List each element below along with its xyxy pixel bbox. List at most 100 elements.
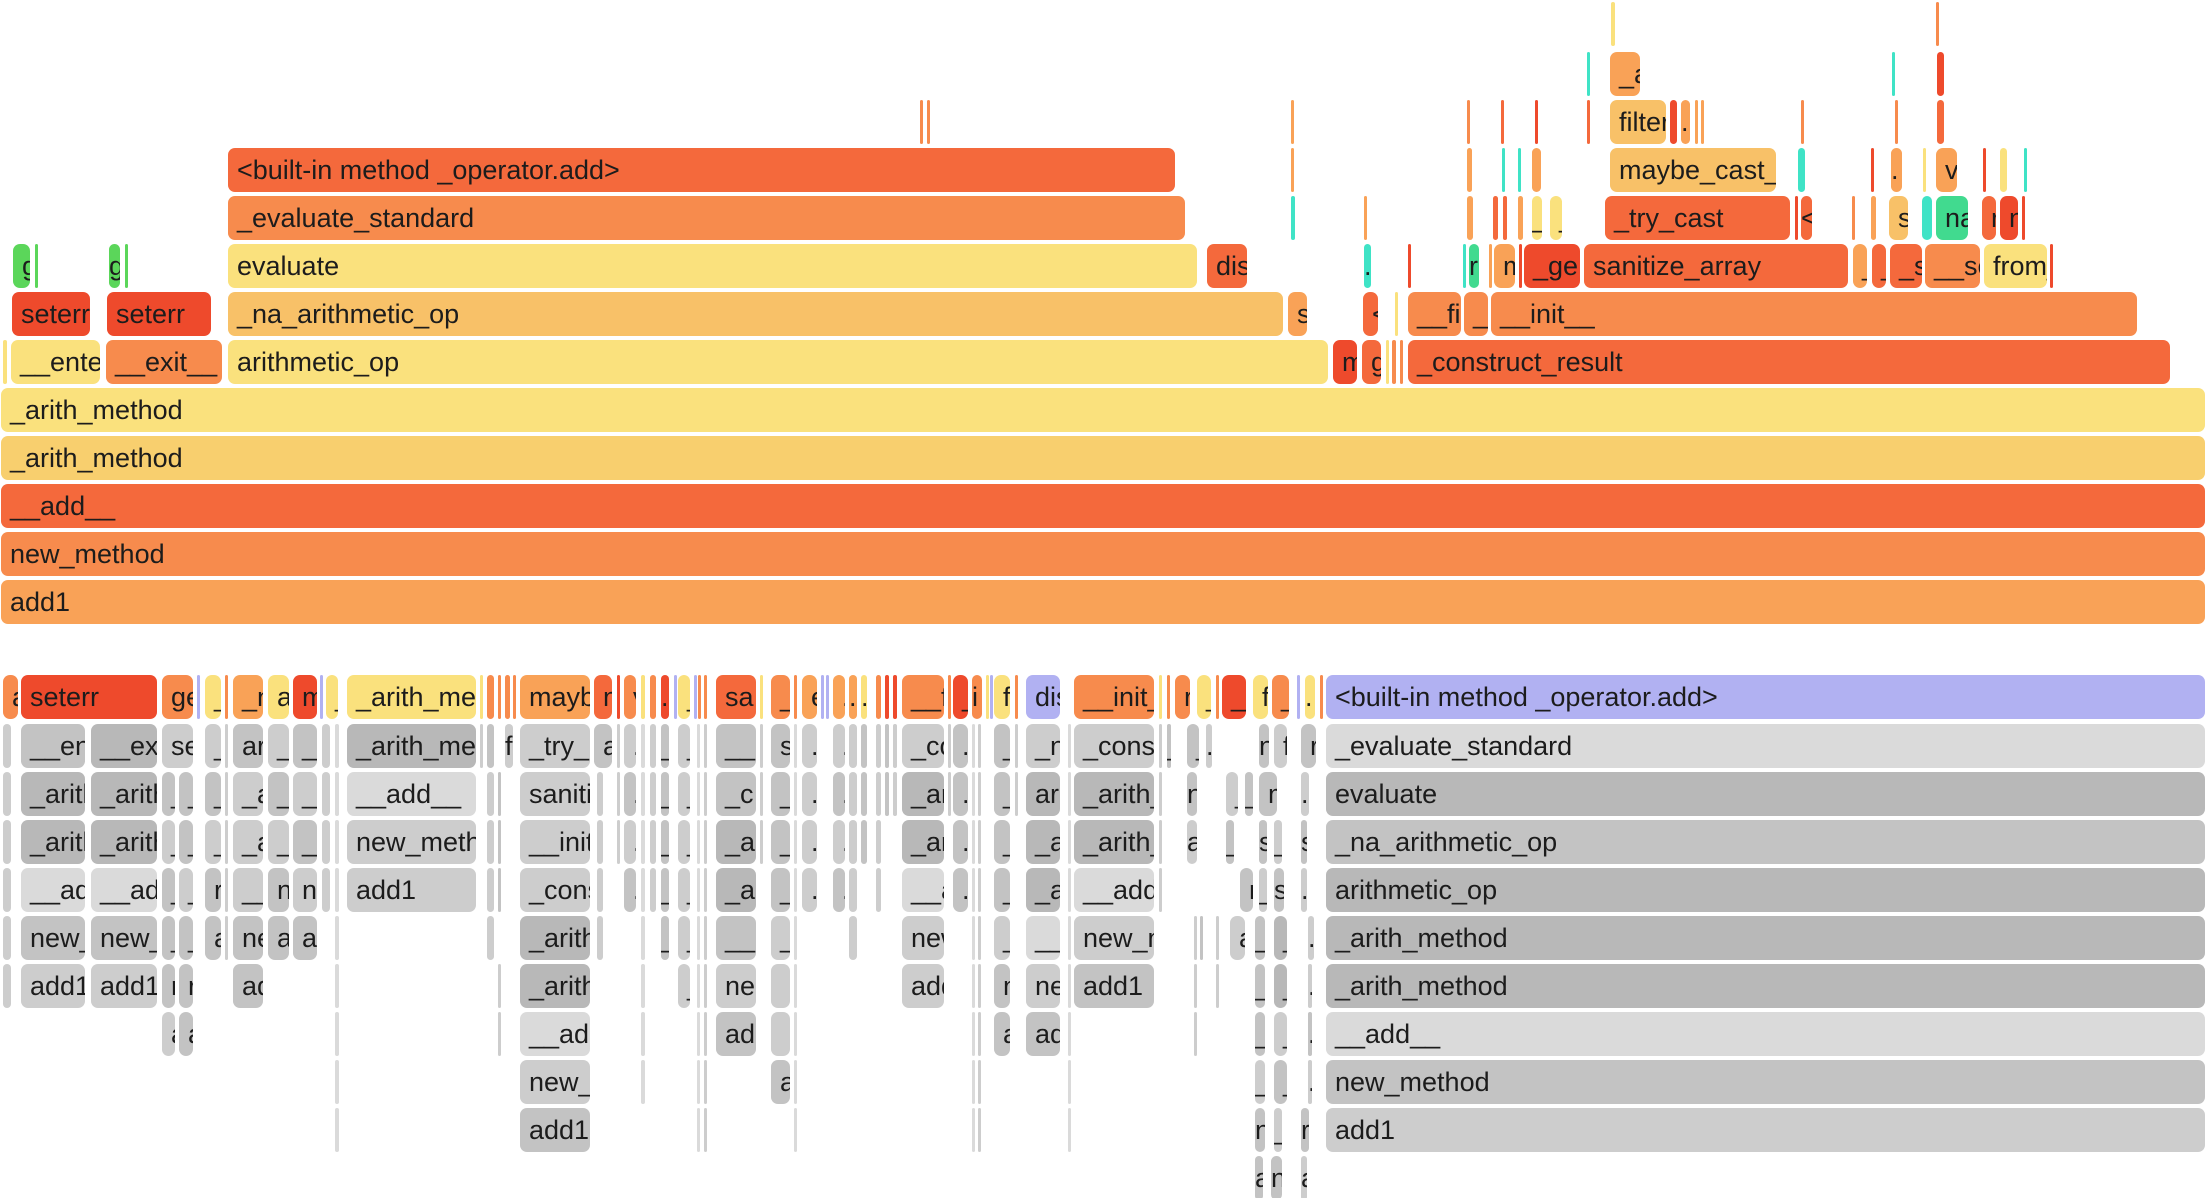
- flame-sliver[interactable]: [876, 868, 881, 912]
- flame-sliver[interactable]: [2050, 244, 2053, 288]
- flame-sliver[interactable]: [1871, 196, 1876, 240]
- flame-frame-_arith_method[interactable]: _arith_method: [1026, 820, 1060, 864]
- flame-sliver[interactable]: [320, 675, 323, 719]
- flame-frame-_construct_result[interactable]: _construct_result: [1408, 340, 2170, 384]
- flame-frame-n[interactable]: n: [1271, 1156, 1282, 1198]
- flame-sliver[interactable]: [498, 820, 501, 864]
- flame-frame-__enter__[interactable]: __enter__: [21, 724, 85, 768]
- flame-sliver[interactable]: [1291, 148, 1294, 192]
- flame-sliver[interactable]: [704, 675, 707, 719]
- flame-frame-.[interactable]: .: [953, 724, 968, 768]
- flame-sliver[interactable]: [498, 772, 501, 816]
- flame-sliver[interactable]: [920, 100, 923, 144]
- flame-frame-s[interactable]: s: [1259, 820, 1267, 864]
- flame-sliver[interactable]: [893, 772, 897, 816]
- flame-sliver[interactable]: [1068, 868, 1071, 912]
- flame-sliver[interactable]: [225, 724, 228, 768]
- flame-frame-ad[interactable]: ad: [716, 1012, 756, 1056]
- flame-sliver[interactable]: [597, 772, 603, 816]
- flame-frame-maybe[interactable]: maybe: [520, 675, 590, 719]
- flame-frame-.[interactable]: .: [624, 724, 636, 768]
- flame-sliver[interactable]: [986, 675, 989, 719]
- flame-frame-_arith_method[interactable]: _arith_method: [520, 916, 590, 960]
- flame-frame-__init_[interactable]: __init_: [1074, 675, 1154, 719]
- flame-sliver[interactable]: [335, 772, 339, 816]
- flame-frame-__exit__[interactable]: __exit__: [91, 724, 157, 768]
- flame-sliver[interactable]: [650, 724, 656, 768]
- flame-sliver[interactable]: [1670, 100, 1677, 144]
- flame-frame-s[interactable]: s: [1301, 820, 1307, 864]
- flame-sliver[interactable]: [861, 724, 867, 768]
- flame-frame-.[interactable]: .: [833, 772, 845, 816]
- flame-frame-__se[interactable]: __se: [1925, 244, 1980, 288]
- flame-frame-new_method[interactable]: new_method: [520, 1060, 590, 1104]
- flame-sliver[interactable]: [697, 820, 700, 864]
- flame-frame-_arith_method[interactable]: _arith_method: [1074, 820, 1154, 864]
- flame-frame-.[interactable]: .: [1364, 244, 1371, 288]
- flame-frame-_[interactable]: _: [953, 675, 968, 719]
- flame-frame-ne[interactable]: ne: [716, 964, 756, 1008]
- flame-frame-_a[interactable]: _a: [716, 820, 756, 864]
- flame-frame-__add__[interactable]: __add__: [1, 484, 2205, 528]
- flame-frame-_[interactable]: _: [1274, 1060, 1287, 1104]
- flame-sliver[interactable]: [1194, 916, 1197, 960]
- flame-sliver[interactable]: [617, 724, 620, 768]
- flame-sliver[interactable]: [978, 772, 981, 816]
- flame-sliver[interactable]: [1518, 148, 1521, 192]
- flame-frame-g[interactable]: g: [109, 244, 120, 288]
- flame-frame-_arith_method[interactable]: _arith_method: [1, 388, 2205, 432]
- flame-sliver[interactable]: [1395, 292, 1398, 336]
- flame-frame-arithmetic_op[interactable]: arithmetic_op: [228, 340, 1328, 384]
- flame-sliver[interactable]: [704, 820, 707, 864]
- flame-frame-new_method[interactable]: new_method: [1026, 964, 1060, 1008]
- flame-sliver[interactable]: [1068, 724, 1071, 768]
- flame-frame-add1[interactable]: add1: [1, 580, 2205, 624]
- flame-frame-_[interactable]: _: [326, 675, 338, 719]
- flame-frame-_a[interactable]: _a: [293, 724, 317, 768]
- flame-frame-.[interactable]: .: [833, 724, 845, 768]
- flame-frame-i[interactable]: i: [972, 675, 982, 719]
- flame-frame-__add__[interactable]: __add__: [520, 1012, 590, 1056]
- flame-frame-new_method[interactable]: new_method: [902, 916, 944, 960]
- flame-frame-a[interactable]: a: [994, 1012, 1010, 1056]
- flame-frame-_[interactable]: _: [771, 868, 790, 912]
- flame-frame-_[interactable]: _: [661, 916, 669, 960]
- flame-frame-.[interactable]: .: [624, 772, 636, 816]
- flame-frame-_[interactable]: _: [1550, 196, 1562, 240]
- flame-sliver[interactable]: [335, 1108, 339, 1152]
- flame-sliver[interactable]: [704, 964, 707, 1008]
- flame-frame-_[interactable]: _: [1197, 675, 1211, 719]
- flame-frame-.[interactable]: .: [1305, 675, 1315, 719]
- flame-sliver[interactable]: [1795, 196, 1798, 240]
- flame-sliver[interactable]: [3, 868, 11, 912]
- flame-frame-_[interactable]: _: [1259, 868, 1267, 912]
- flame-frame-_[interactable]: _: [162, 772, 175, 816]
- flame-sliver[interactable]: [978, 964, 981, 1008]
- flame-sliver[interactable]: [697, 1060, 700, 1104]
- flame-sliver[interactable]: [1937, 52, 1944, 96]
- flame-frame-.[interactable]: .: [1308, 1012, 1312, 1056]
- flame-sliver[interactable]: [1532, 148, 1541, 192]
- flame-sliver[interactable]: [794, 1108, 797, 1152]
- flame-sliver[interactable]: [1386, 340, 1389, 384]
- flame-frame-r[interactable]: r: [162, 964, 175, 1008]
- flame-sliver[interactable]: [322, 820, 330, 864]
- flame-sliver[interactable]: [1159, 675, 1162, 719]
- flame-frame-new_method[interactable]: new_method: [347, 820, 476, 864]
- flame-sliver[interactable]: [1467, 196, 1473, 240]
- flame-sliver[interactable]: [697, 1012, 700, 1056]
- flame-sliver[interactable]: [335, 916, 339, 960]
- flame-frame-seterr[interactable]: seterr: [162, 724, 193, 768]
- flame-sliver[interactable]: [498, 868, 501, 912]
- flame-frame-.[interactable]: .: [1206, 724, 1212, 768]
- flame-sliver[interactable]: [225, 868, 228, 912]
- flame-frame-ari[interactable]: ari: [233, 724, 263, 768]
- flame-sliver[interactable]: [1801, 100, 1804, 144]
- flame-frame-dis[interactable]: dis: [1026, 675, 1060, 719]
- flame-frame-_[interactable]: _: [179, 916, 193, 960]
- flame-sliver[interactable]: [597, 916, 603, 960]
- flame-frame-.[interactable]: .: [802, 868, 817, 912]
- flame-sliver[interactable]: [826, 675, 829, 719]
- flame-frame-__add__[interactable]: __add__: [1326, 1012, 2205, 1056]
- flame-sliver[interactable]: [225, 916, 228, 960]
